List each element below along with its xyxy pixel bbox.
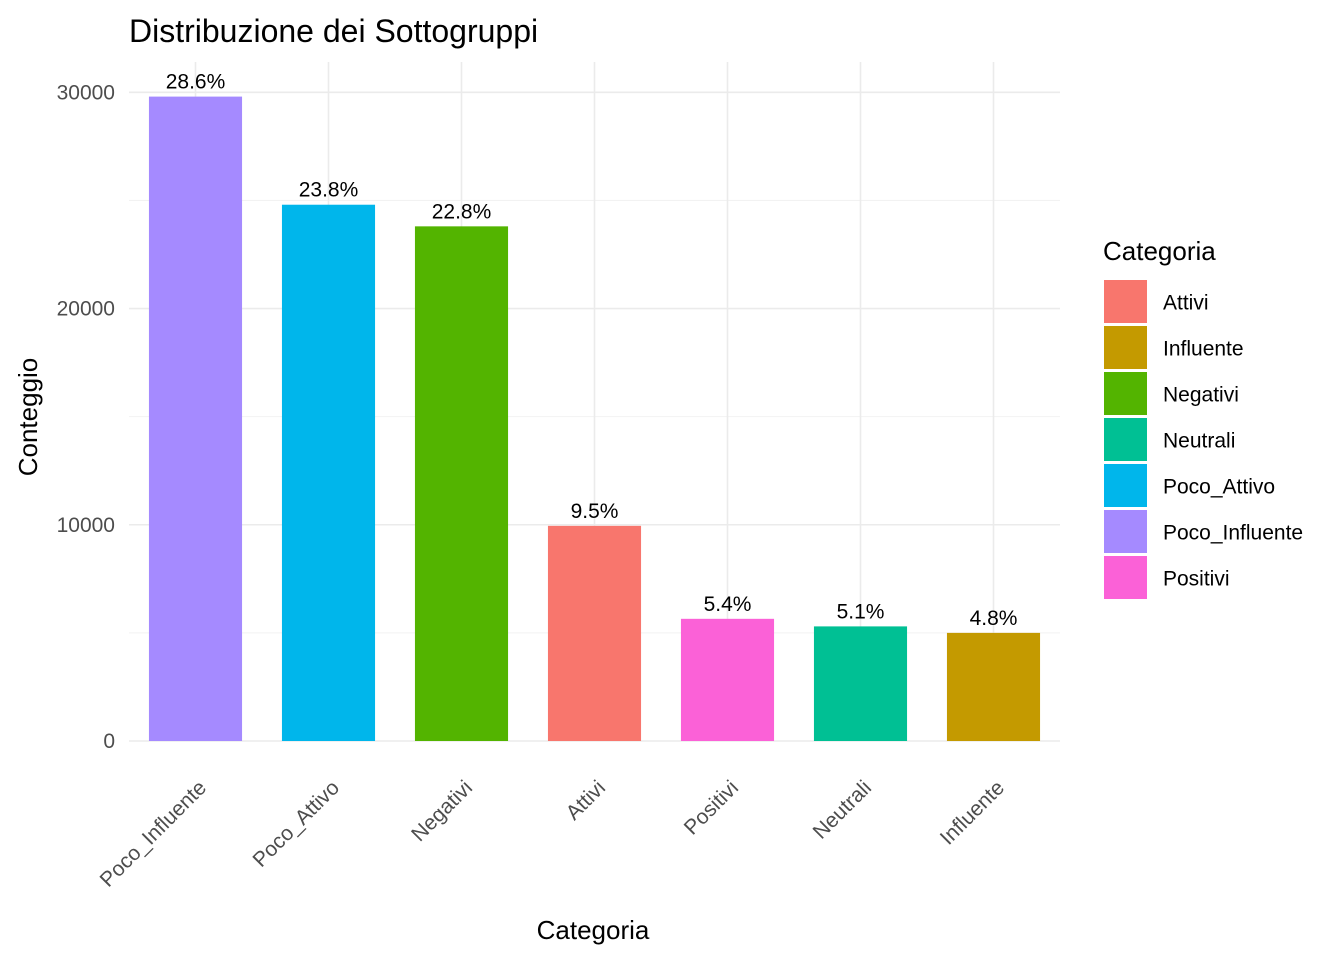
data-label: 22.8%	[432, 200, 492, 223]
bars	[148, 96, 1041, 742]
bar-influente	[946, 632, 1041, 741]
y-axis-title: Conteggio	[13, 358, 43, 477]
x-tick-label: Positivi	[680, 776, 743, 839]
x-tick-label: Poco_Influente	[96, 776, 211, 891]
data-label: 9.5%	[571, 500, 619, 523]
data-label: 4.8%	[970, 607, 1018, 630]
legend-key	[1104, 418, 1147, 461]
bar-attivi	[547, 525, 642, 741]
y-tick-label: 0	[103, 730, 115, 753]
bar-negativi	[414, 226, 509, 742]
x-tick-label: Influente	[936, 776, 1009, 849]
bar-poco-attivo	[281, 204, 376, 742]
y-tick-label: 20000	[57, 298, 115, 321]
x-tick-label: Poco_Attivo	[249, 776, 345, 872]
data-labels: 28.6% 23.8% 22.8% 9.5% 5.4% 5.1% 4.8%	[166, 71, 1018, 630]
legend-key	[1104, 372, 1147, 415]
y-tick-label: 30000	[57, 81, 115, 104]
chart-title: Distribuzione dei Sottogruppi	[129, 13, 538, 49]
legend-label: Neutrali	[1163, 430, 1235, 453]
legend-key	[1104, 510, 1147, 553]
data-label: 23.8%	[299, 179, 359, 202]
legend-title: Categoria	[1103, 236, 1216, 266]
y-axis: 0 10000 20000 30000	[57, 81, 115, 753]
legend: Categoria Attivi Influente Negativi Neutral…	[1103, 236, 1303, 599]
data-label: 5.4%	[704, 593, 752, 616]
data-label: 28.6%	[166, 71, 226, 94]
legend-label: Influente	[1163, 338, 1244, 361]
x-axis-title: Categoria	[537, 915, 650, 945]
data-label: 5.1%	[837, 600, 885, 623]
bar-positivi	[680, 618, 775, 741]
bar-poco-influente	[148, 96, 243, 741]
x-tick-label: Neutrali	[809, 776, 876, 843]
legend-label: Poco_Influente	[1163, 522, 1303, 545]
legend-key	[1104, 556, 1147, 599]
legend-label: Negativi	[1163, 384, 1239, 407]
legend-label: Positivi	[1163, 568, 1230, 591]
legend-key	[1104, 464, 1147, 507]
x-axis: Poco_Influente Poco_Attivo Negativi Attivi P…	[96, 776, 1009, 891]
y-tick-label: 10000	[57, 514, 115, 537]
x-tick-label: Negativi	[407, 776, 477, 846]
legend-label: Poco_Attivo	[1163, 476, 1275, 499]
bar-neutrali	[813, 626, 908, 741]
legend-key	[1104, 326, 1147, 369]
legend-label: Attivi	[1163, 292, 1209, 315]
x-tick-label: Attivi	[562, 776, 610, 824]
legend-items: Attivi Influente Negativi Neutrali Poco_Atti…	[1104, 280, 1303, 599]
legend-key	[1104, 280, 1147, 323]
